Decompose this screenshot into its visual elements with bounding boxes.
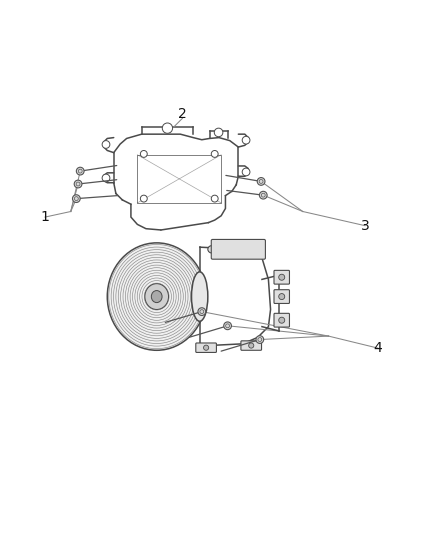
Ellipse shape bbox=[223, 245, 232, 253]
Ellipse shape bbox=[107, 243, 206, 350]
Ellipse shape bbox=[151, 290, 162, 303]
Circle shape bbox=[211, 195, 218, 202]
Circle shape bbox=[279, 317, 285, 323]
Circle shape bbox=[72, 195, 80, 203]
FancyBboxPatch shape bbox=[274, 270, 290, 284]
Circle shape bbox=[256, 336, 264, 343]
Ellipse shape bbox=[145, 284, 169, 310]
Text: 2: 2 bbox=[178, 107, 187, 121]
Circle shape bbox=[224, 322, 231, 330]
FancyBboxPatch shape bbox=[196, 343, 216, 352]
FancyBboxPatch shape bbox=[274, 313, 290, 327]
Circle shape bbox=[102, 141, 110, 148]
Ellipse shape bbox=[208, 245, 217, 253]
Text: 1: 1 bbox=[41, 210, 49, 224]
Circle shape bbox=[140, 150, 147, 157]
FancyBboxPatch shape bbox=[211, 239, 265, 259]
Circle shape bbox=[198, 308, 206, 316]
Circle shape bbox=[211, 150, 218, 157]
Circle shape bbox=[102, 174, 110, 182]
Ellipse shape bbox=[238, 245, 247, 253]
Circle shape bbox=[279, 294, 285, 300]
FancyBboxPatch shape bbox=[241, 341, 261, 350]
Circle shape bbox=[279, 274, 285, 280]
FancyBboxPatch shape bbox=[274, 290, 290, 303]
Ellipse shape bbox=[191, 272, 208, 321]
Circle shape bbox=[242, 168, 250, 176]
Text: 3: 3 bbox=[361, 219, 370, 233]
Text: 4: 4 bbox=[374, 341, 382, 355]
Circle shape bbox=[257, 177, 265, 185]
Circle shape bbox=[162, 123, 173, 133]
Circle shape bbox=[259, 191, 267, 199]
Circle shape bbox=[74, 180, 82, 188]
Ellipse shape bbox=[253, 245, 262, 253]
Circle shape bbox=[214, 128, 223, 137]
Circle shape bbox=[249, 343, 254, 348]
Circle shape bbox=[76, 167, 84, 175]
Circle shape bbox=[242, 136, 250, 144]
Circle shape bbox=[204, 345, 208, 350]
Circle shape bbox=[140, 195, 147, 202]
